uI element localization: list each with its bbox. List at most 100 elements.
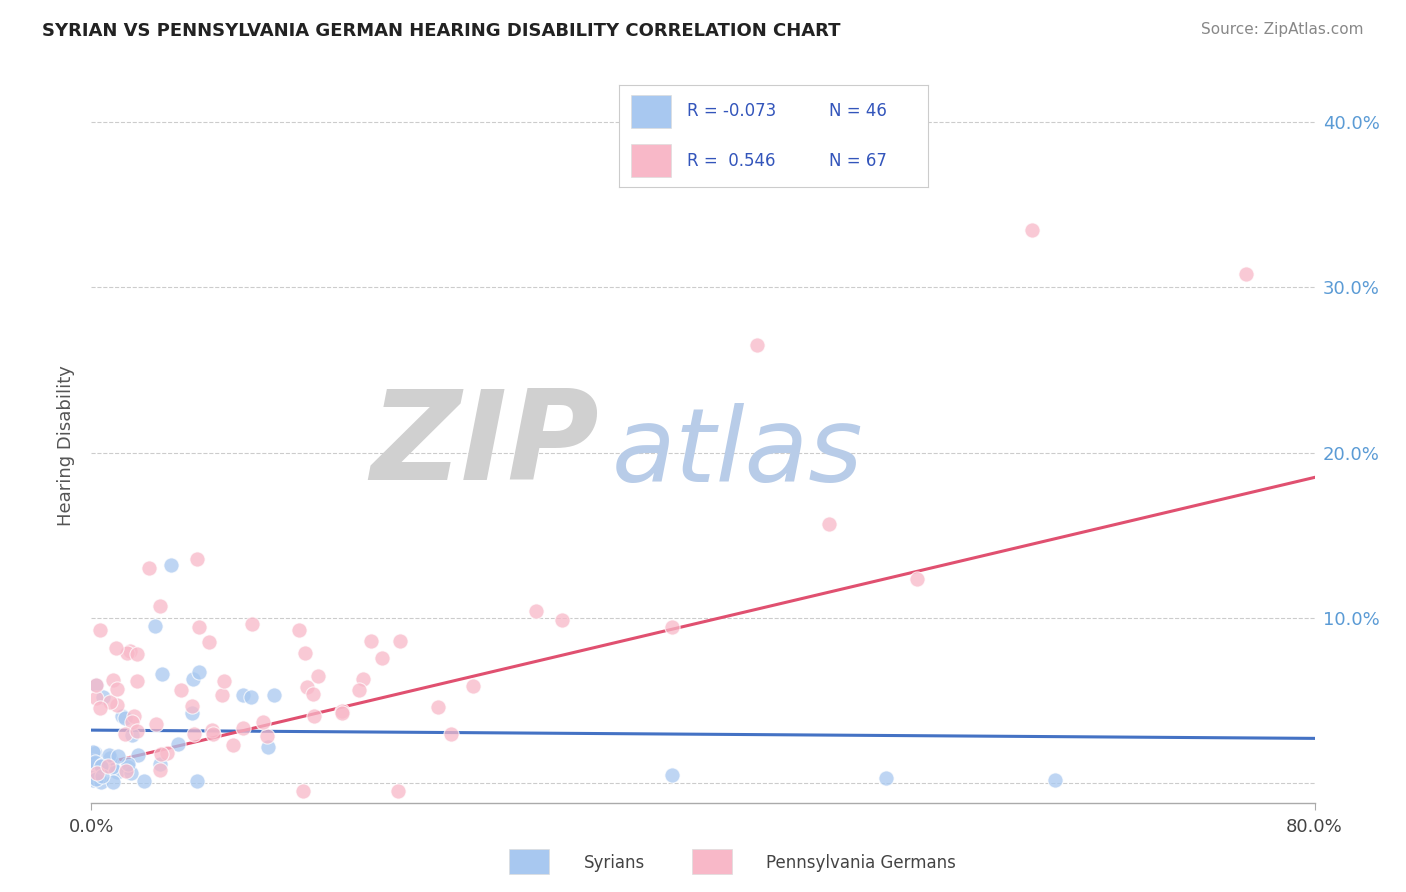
Text: Pennsylvania Germans: Pennsylvania Germans (766, 855, 956, 872)
Point (256, 729, 278, 743)
Bar (631, 145, 671, 177)
Point (114, 764, 136, 778)
Point (257, 740, 280, 755)
Point (167, 737, 190, 751)
Point (330, 706, 353, 720)
Point (89, 759, 111, 773)
Point (222, 738, 245, 752)
Point (745, 338, 768, 352)
Point (302, 687, 325, 701)
Point (149, 599, 172, 614)
Point (1021, 222, 1043, 236)
Point (330, 704, 353, 718)
Point (905, 572, 928, 586)
Point (84, 746, 107, 760)
Point (183, 727, 205, 741)
Point (118, 644, 141, 658)
Text: N = 67: N = 67 (830, 152, 887, 169)
Point (294, 646, 316, 660)
Point (84, 756, 107, 770)
Point (149, 764, 172, 778)
Point (97, 759, 120, 773)
Point (156, 746, 179, 760)
Point (170, 682, 193, 697)
Point (111, 709, 134, 723)
Point (352, 673, 374, 687)
Point (817, 516, 839, 531)
Point (186, 773, 208, 788)
Bar (631, 95, 671, 128)
Point (145, 716, 167, 731)
Point (84, 677, 107, 691)
Point (211, 688, 233, 702)
Point (98, 750, 121, 764)
Point (127, 748, 149, 763)
Point (1234, 267, 1257, 281)
Point (101, 673, 124, 687)
Point (149, 747, 172, 761)
Point (181, 672, 204, 686)
Point (84, 772, 107, 787)
Point (84, 691, 107, 706)
Point (388, 633, 411, 648)
Point (114, 711, 136, 725)
Point (105, 698, 128, 712)
Point (117, 760, 139, 774)
Point (90, 757, 112, 772)
Point (125, 674, 148, 689)
Point (86, 765, 108, 780)
Point (198, 635, 221, 649)
Point (132, 774, 155, 789)
Point (231, 722, 253, 736)
Point (124, 709, 146, 723)
Point (103, 774, 125, 789)
Point (97, 748, 120, 763)
Point (875, 771, 898, 785)
Point (117, 756, 139, 771)
Text: Syrians: Syrians (583, 855, 645, 872)
Point (90, 775, 112, 789)
Point (91, 769, 114, 783)
Point (349, 682, 371, 697)
Point (121, 715, 143, 730)
Point (101, 757, 124, 772)
Point (83, 755, 105, 769)
Point (661, 768, 683, 782)
Point (82, 746, 104, 760)
Point (252, 714, 274, 729)
Point (524, 604, 547, 618)
Point (117, 646, 139, 660)
Point (90, 758, 112, 772)
Point (186, 552, 208, 566)
Point (181, 706, 204, 720)
Text: R =  0.546: R = 0.546 (686, 152, 775, 169)
Point (288, 623, 311, 637)
Point (105, 681, 128, 696)
Point (125, 647, 148, 661)
Point (104, 640, 127, 655)
Point (214, 674, 236, 689)
Text: SYRIAN VS PENNSYLVANIA GERMAN HEARING DISABILITY CORRELATION CHART: SYRIAN VS PENNSYLVANIA GERMAN HEARING DI… (42, 22, 841, 40)
Point (114, 727, 136, 741)
Point (302, 709, 325, 723)
Point (295, 680, 318, 694)
Point (138, 561, 160, 575)
Point (188, 665, 211, 680)
Point (661, 620, 683, 634)
Point (82, 754, 104, 768)
Point (105, 765, 128, 780)
Point (360, 634, 382, 648)
Y-axis label: Hearing Disability: Hearing Disability (56, 366, 75, 526)
Point (201, 723, 224, 738)
Point (120, 766, 142, 780)
Point (100, 760, 122, 774)
Point (149, 757, 172, 772)
Point (180, 698, 202, 713)
Point (551, 613, 574, 627)
Point (1043, 772, 1066, 787)
Text: ZIP: ZIP (370, 385, 599, 507)
Point (307, 669, 329, 683)
Point (91, 690, 114, 704)
Point (98, 695, 121, 709)
Point (160, 558, 183, 572)
